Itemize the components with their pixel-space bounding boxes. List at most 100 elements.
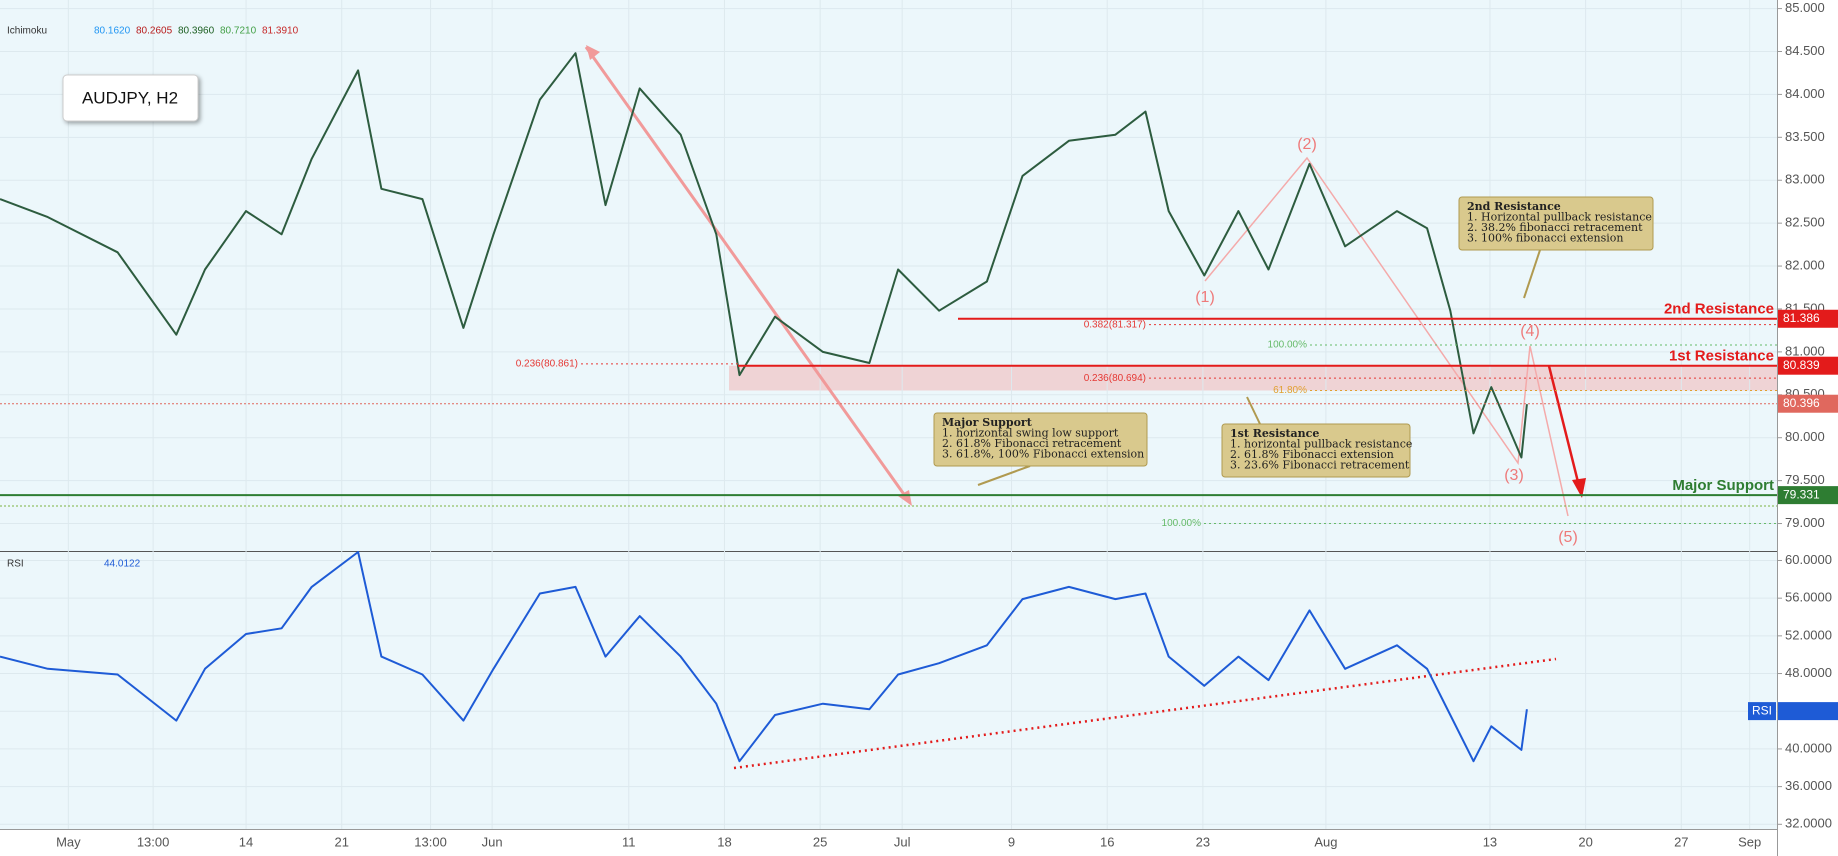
y-tick-label: 82.000 [1785, 257, 1825, 272]
note-text: 1. horizontal pullback resistance [1230, 438, 1412, 451]
wave-label: (4) [1520, 323, 1540, 340]
badge-bg [1748, 702, 1776, 721]
rsi-trendline [733, 657, 1557, 770]
note-text: Major Support [942, 416, 1033, 429]
indicator-name: RSI [7, 559, 24, 570]
y-tick-label: 82.500 [1785, 215, 1825, 230]
indicator-value: 80.3960 [178, 26, 215, 37]
trend-arrow [584, 46, 910, 501]
note-text: 3. 61.8%, 100% Fibonacci extension [942, 448, 1144, 461]
price-tag: 79.331 [1783, 487, 1820, 501]
arrow-head [1572, 478, 1586, 498]
x-tick-label: May [56, 834, 81, 849]
price-tag: 80.396 [1783, 396, 1820, 410]
price-tag-bg [1778, 309, 1838, 328]
x-tick-label: 21 [334, 834, 348, 849]
note-text: 3. 100% fibonacci extension [1467, 232, 1624, 245]
x-tick-label: 27 [1674, 834, 1688, 849]
note-text: 3. 23.6% Fibonacci retracement [1230, 459, 1410, 472]
arrow-head [586, 45, 600, 60]
note-text: 2. 61.8% Fibonacci extension [1230, 448, 1394, 461]
forecast-arrow [1547, 365, 1582, 491]
note-box [933, 412, 1148, 467]
y-tick-label: 83.500 [1785, 129, 1825, 144]
resistance-zone [729, 365, 1777, 391]
indicator-name: Ichimoku [7, 26, 47, 37]
level-name: 2nd Resistance [1664, 301, 1774, 318]
note-text: 2nd Resistance [1467, 200, 1561, 213]
wave-label: (2) [1297, 136, 1317, 153]
x-tick-label: 18 [717, 834, 731, 849]
note-box [1458, 196, 1654, 251]
x-tick-label: Jul [894, 834, 911, 849]
level-name: Major Support [1672, 477, 1774, 494]
fib-label: 61.80% [1273, 385, 1307, 396]
fib-label: 100.00% [1162, 518, 1202, 529]
fib-label: 0.382(81.317) [1084, 319, 1146, 330]
callout-pointer [1523, 249, 1541, 299]
arrow-head [898, 490, 912, 506]
y-tick-label: 84.500 [1785, 43, 1825, 58]
wave-label: (5) [1558, 529, 1578, 546]
symbol-box [62, 74, 199, 122]
wave-lines [1204, 156, 1569, 517]
note-text: 1. Horizontal pullback resistance [1467, 211, 1652, 224]
x-tick-label: 14 [239, 834, 253, 849]
note-box [1221, 423, 1411, 478]
y-tick-label: 56.0000 [1785, 590, 1832, 605]
x-tick-label: 20 [1578, 834, 1592, 849]
y-tick-label: 79.500 [1785, 472, 1825, 487]
y-tick-label: 79.000 [1785, 515, 1825, 530]
note-text: 2. 61.8% Fibonacci retracement [942, 437, 1122, 450]
price-tag-bg [1778, 486, 1838, 505]
x-tick-label: 16 [1100, 834, 1114, 849]
level-name: 1st Resistance [1669, 348, 1774, 365]
y-tick-label: 36.0000 [1785, 778, 1832, 793]
price-tag: 81.386 [1783, 311, 1820, 325]
y-tick-label: 48.0000 [1785, 665, 1832, 680]
price-tag-bg [1778, 356, 1838, 375]
drawings [0, 45, 1777, 770]
x-tick-label: 13 [1483, 834, 1497, 849]
callout-pointer [1246, 396, 1261, 425]
price-tag: 80.839 [1783, 358, 1820, 372]
y-tick-label: 81.000 [1785, 343, 1825, 358]
tag-bg [1778, 702, 1838, 721]
x-tick-label: 23 [1196, 834, 1210, 849]
wave-label: (3) [1504, 467, 1524, 484]
indicator-value: 44.0122 [104, 559, 141, 570]
note-text: 2. 38.2% fibonacci retracement [1467, 221, 1643, 234]
symbol-label: AUDJPY, H2 [82, 88, 178, 107]
x-tick-label: 9 [1008, 834, 1015, 849]
x-tick-label: 11 [622, 834, 636, 849]
indicator-value: 80.7210 [220, 26, 257, 37]
series-line [0, 551, 1528, 763]
x-tick-label: 13:00 [414, 834, 447, 849]
fib-label: 0.236(80.694) [1084, 373, 1146, 384]
y-tick-label: 83.000 [1785, 172, 1825, 187]
indicator-value: 81.3910 [262, 26, 299, 37]
y-tick-label: 85.000 [1785, 0, 1825, 15]
callout-pointer [977, 465, 1031, 486]
series-line [0, 52, 1528, 459]
y-tick-label: 52.0000 [1785, 627, 1832, 642]
y-tick-label: 84.000 [1785, 86, 1825, 101]
grid [0, 0, 1777, 829]
indicator-value: 80.1620 [94, 26, 131, 37]
y-tick-label: 40.0000 [1785, 740, 1832, 755]
x-tick-label: Sep [1738, 834, 1761, 849]
wave-label: (1) [1195, 289, 1215, 306]
note-text: 1st Resistance [1230, 427, 1319, 440]
x-tick-label: Jun [482, 834, 503, 849]
axis-background [0, 829, 1777, 856]
fib-label: 0.236(80.861) [516, 358, 578, 369]
y-tick-label: 80.000 [1785, 429, 1825, 444]
y-tick-label: 60.0000 [1785, 552, 1832, 567]
x-tick-label: Aug [1314, 834, 1337, 849]
y-tick-label: 32.0000 [1785, 816, 1832, 831]
x-tick-label: 13:00 [137, 834, 170, 849]
fib-label: 100.00% [1268, 340, 1308, 351]
plot-background [0, 0, 1777, 829]
